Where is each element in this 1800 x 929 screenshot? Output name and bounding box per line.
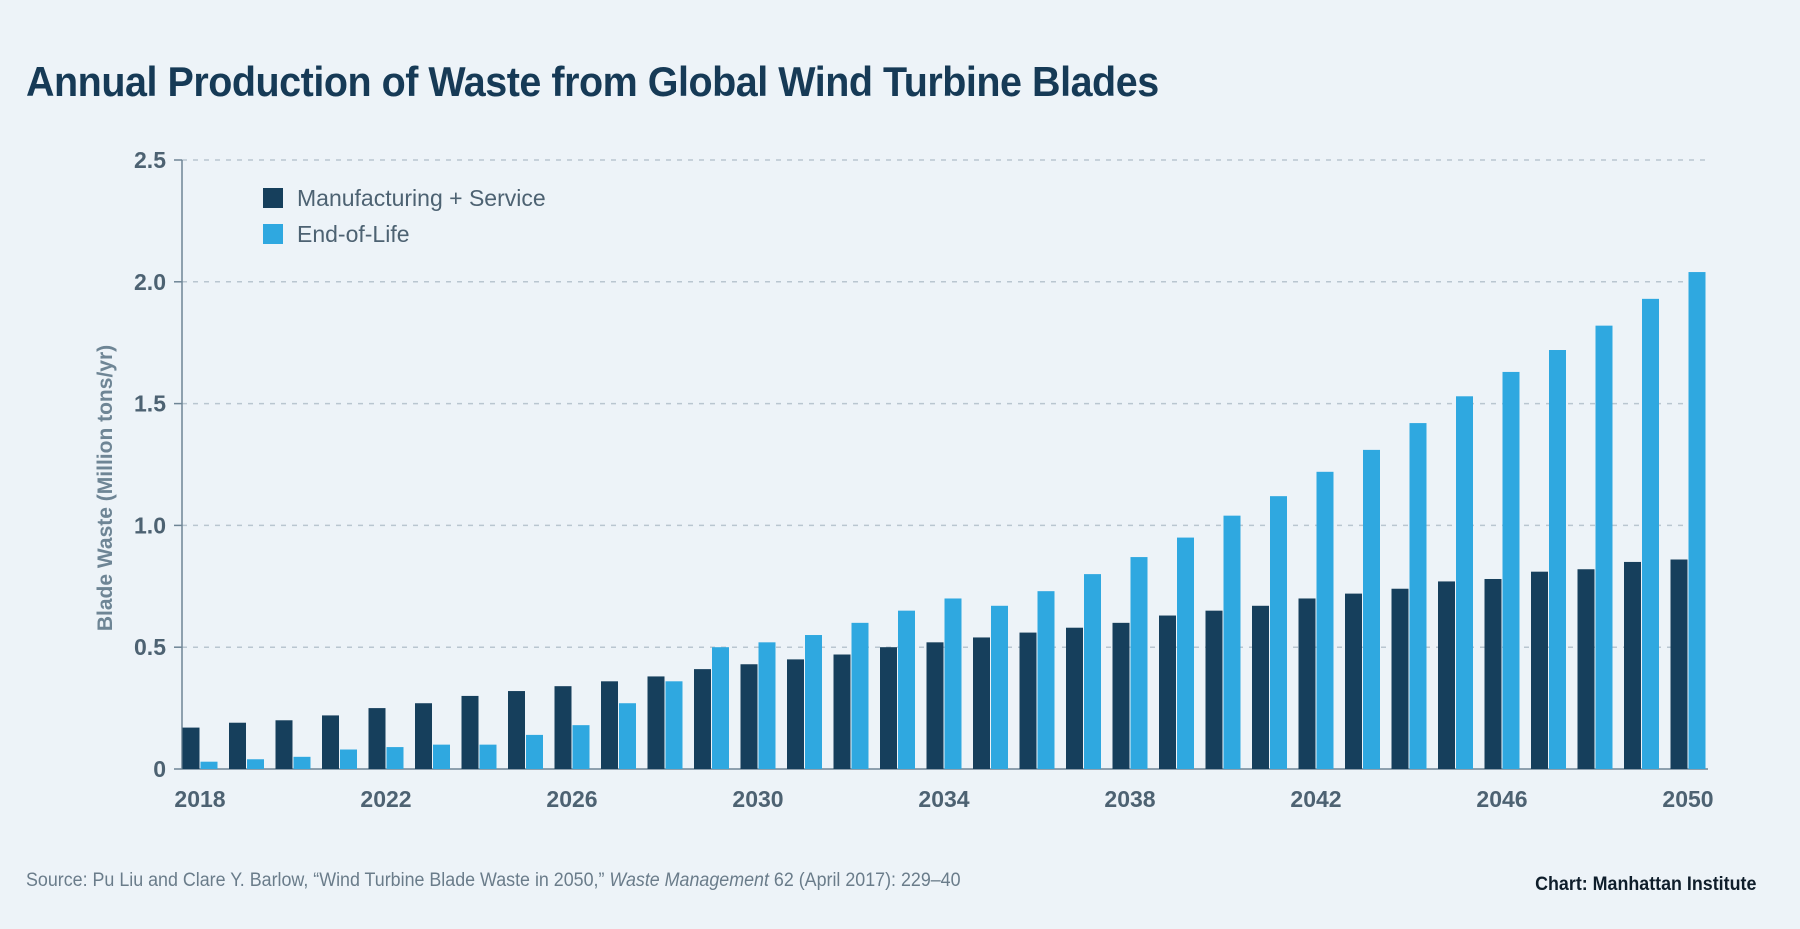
bar-end-of-life bbox=[1177, 537, 1194, 769]
bar-manufacturing-service bbox=[926, 642, 944, 769]
bar-manufacturing-service bbox=[647, 676, 665, 769]
x-tick-label: 2034 bbox=[918, 786, 969, 812]
bar-manufacturing-service bbox=[1670, 559, 1688, 769]
y-axis: 0 0.5 1.0 1.5 2.0 2.5 bbox=[134, 147, 183, 782]
bar-end-of-life bbox=[1223, 515, 1241, 769]
bar-end-of-life bbox=[293, 756, 311, 769]
bar-end-of-life bbox=[1409, 423, 1427, 769]
bar-manufacturing-service bbox=[1019, 632, 1037, 769]
x-tick-label: 2042 bbox=[1290, 786, 1341, 812]
bar-end-of-life bbox=[1549, 350, 1566, 769]
y-tick-label: 2.5 bbox=[134, 147, 166, 173]
bar-end-of-life bbox=[1456, 396, 1473, 769]
bar-end-of-life bbox=[479, 744, 497, 769]
bar-end-of-life bbox=[991, 605, 1008, 769]
legend-swatch bbox=[263, 224, 283, 244]
bar-manufacturing-service bbox=[368, 708, 386, 769]
bar-end-of-life bbox=[1084, 574, 1101, 769]
bar-end-of-life bbox=[433, 744, 450, 769]
bar-manufacturing-service bbox=[554, 686, 572, 769]
bar-end-of-life bbox=[805, 635, 822, 769]
y-tick-label: 1.5 bbox=[134, 391, 166, 417]
bar-manufacturing-service bbox=[508, 691, 525, 769]
bar-manufacturing-service bbox=[1438, 581, 1455, 769]
source-journal: Waste Management bbox=[609, 870, 769, 891]
bar-end-of-life bbox=[247, 759, 264, 769]
bar-end-of-life bbox=[340, 749, 357, 769]
bar-end-of-life bbox=[712, 647, 729, 769]
bar-manufacturing-service bbox=[1391, 588, 1409, 769]
bar-manufacturing-service bbox=[601, 681, 618, 769]
x-tick-label: 2026 bbox=[546, 786, 597, 812]
bar-end-of-life bbox=[1502, 371, 1520, 769]
x-tick-label: 2046 bbox=[1476, 786, 1527, 812]
x-tick-label: 2050 bbox=[1662, 786, 1713, 812]
legend-swatch bbox=[263, 188, 283, 208]
bar-end-of-life bbox=[851, 622, 869, 769]
bar-end-of-life bbox=[1595, 325, 1613, 769]
bars bbox=[182, 272, 1706, 769]
bar-end-of-life bbox=[1130, 557, 1148, 769]
legend: Manufacturing + Service End-of-Life bbox=[263, 185, 546, 247]
bar-end-of-life bbox=[1688, 272, 1706, 769]
bar-end-of-life bbox=[1363, 449, 1380, 769]
bar-manufacturing-service bbox=[1066, 627, 1083, 769]
bar-manufacturing-service bbox=[787, 659, 804, 769]
bar-manufacturing-service bbox=[275, 720, 293, 769]
bar-manufacturing-service bbox=[1159, 615, 1176, 769]
bar-manufacturing-service bbox=[322, 715, 339, 769]
y-tick-label: 0.5 bbox=[134, 634, 166, 660]
bar-manufacturing-service bbox=[1484, 578, 1502, 769]
source-text: Source: Pu Liu and Clare Y. Barlow, “Win… bbox=[26, 870, 610, 891]
x-axis: 2018 2022 2026 2030 2034 2038 2042 2046 2050 bbox=[174, 768, 1714, 812]
bar-manufacturing-service bbox=[973, 637, 990, 769]
bar-end-of-life bbox=[898, 610, 915, 769]
bar-end-of-life bbox=[665, 681, 683, 769]
bar-end-of-life bbox=[1316, 471, 1334, 769]
x-tick-label: 2022 bbox=[360, 786, 411, 812]
chart-title: Annual Production of Waste from Global W… bbox=[26, 58, 1159, 105]
bar-manufacturing-service bbox=[833, 654, 851, 769]
bar-manufacturing-service bbox=[461, 695, 479, 769]
x-tick-label: 2038 bbox=[1104, 786, 1155, 812]
x-tick-label: 2030 bbox=[732, 786, 783, 812]
bar-end-of-life bbox=[758, 642, 776, 769]
chart-credit: Chart: Manhattan Institute bbox=[1534, 874, 1756, 895]
bar-manufacturing-service bbox=[1531, 571, 1548, 769]
bar-manufacturing-service bbox=[1298, 598, 1316, 769]
bar-end-of-life bbox=[1642, 298, 1659, 769]
source-note: Source: Pu Liu and Clare Y. Barlow, “Win… bbox=[26, 870, 961, 892]
bar-manufacturing-service bbox=[1577, 569, 1595, 769]
gridlines bbox=[182, 159, 1708, 648]
y-tick-label: 2.0 bbox=[134, 269, 166, 295]
y-tick-label: 0 bbox=[153, 756, 166, 782]
x-tick-label: 2018 bbox=[174, 786, 225, 812]
y-axis-label: Blade Waste (Million tons/yr) bbox=[94, 345, 117, 631]
bar-manufacturing-service bbox=[229, 722, 246, 769]
bar-manufacturing-service bbox=[182, 727, 200, 769]
bar-end-of-life bbox=[526, 734, 543, 769]
bar-manufacturing-service bbox=[740, 664, 758, 769]
bar-end-of-life bbox=[619, 703, 636, 769]
legend-label: Manufacturing + Service bbox=[297, 185, 546, 211]
y-tick-label: 1.0 bbox=[134, 512, 166, 538]
bar-end-of-life bbox=[1037, 591, 1055, 769]
bar-manufacturing-service bbox=[1205, 610, 1223, 769]
source-citation: 62 (April 2017): 229–40 bbox=[768, 870, 961, 891]
bar-end-of-life bbox=[386, 747, 404, 769]
bar-manufacturing-service bbox=[1624, 561, 1641, 769]
bar-manufacturing-service bbox=[694, 669, 711, 769]
bar-end-of-life bbox=[944, 598, 962, 769]
bar-manufacturing-service bbox=[880, 647, 897, 769]
bar-manufacturing-service bbox=[1112, 622, 1130, 769]
bar-manufacturing-service bbox=[1252, 605, 1269, 769]
bar-manufacturing-service bbox=[1345, 593, 1362, 769]
bar-end-of-life bbox=[200, 761, 218, 769]
bar-end-of-life bbox=[1270, 496, 1287, 769]
legend-label: End-of-Life bbox=[297, 221, 410, 247]
bar-end-of-life bbox=[572, 725, 590, 769]
bar-manufacturing-service bbox=[415, 703, 432, 769]
